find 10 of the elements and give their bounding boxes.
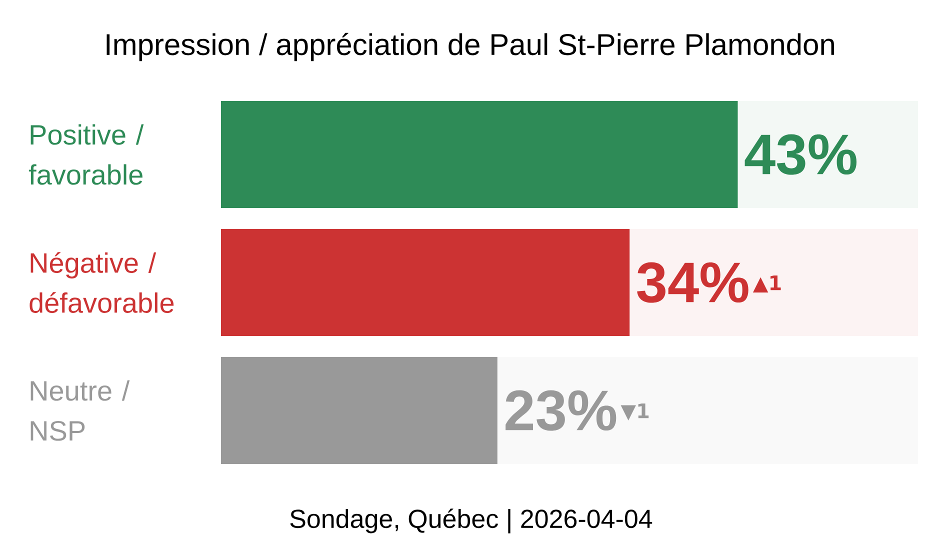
text: Sondage, Québec | 2026-04-04 <box>290 508 652 534</box>
annotation: ▼1 <box>620 404 649 421</box>
data-label: 43% <box>744 134 856 175</box>
y-tick-label: Négative / défavorable <box>30 252 174 313</box>
y-tick-label: Neutre / NSP <box>30 380 130 441</box>
data-label: 23% <box>506 390 616 431</box>
data-label: 34% <box>637 262 748 303</box>
annotation: ▲1 <box>752 276 781 293</box>
y-tick-label: Positive / favorable <box>28 124 144 185</box>
chart-title: Impression / appréciation de Paul St-Pierre Plamondon <box>106 32 834 62</box>
